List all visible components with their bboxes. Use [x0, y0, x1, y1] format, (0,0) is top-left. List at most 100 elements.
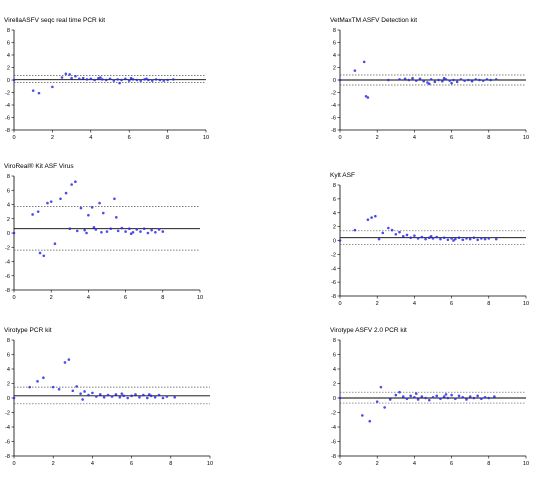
data-point — [110, 395, 114, 398]
data-point — [381, 231, 385, 235]
data-point — [427, 236, 431, 240]
data-point — [135, 78, 139, 82]
y-tick-label: 2 — [7, 66, 10, 72]
data-point — [429, 78, 433, 81]
data-point — [95, 395, 98, 398]
data-point — [94, 228, 98, 231]
data-point — [435, 235, 439, 239]
data-point — [100, 230, 103, 234]
data-point — [131, 78, 135, 81]
data-point — [470, 79, 474, 83]
data-point — [150, 79, 154, 82]
data-point — [101, 78, 104, 81]
data-point — [474, 78, 478, 81]
data-point — [138, 395, 141, 399]
data-point — [92, 226, 96, 229]
data-point — [64, 72, 68, 76]
data-point — [441, 79, 444, 83]
data-point — [390, 228, 394, 232]
data-point — [444, 78, 448, 81]
data-point — [411, 76, 414, 80]
y-tick-label: 4 — [333, 211, 336, 217]
data-point — [162, 79, 166, 82]
data-point — [87, 393, 90, 397]
x-tick-label: 4 — [87, 295, 90, 301]
data-point — [476, 238, 479, 242]
data-point — [493, 395, 496, 398]
data-point — [81, 76, 85, 80]
data-point — [472, 236, 476, 240]
data-point — [101, 211, 105, 215]
x-tick-label: 6 — [450, 301, 453, 307]
y-tick-label: 4 — [7, 53, 10, 59]
data-point — [36, 380, 39, 383]
data-point — [379, 385, 383, 389]
data-point — [129, 232, 133, 236]
data-point — [154, 230, 157, 234]
data-point — [128, 227, 131, 231]
data-point — [418, 77, 422, 81]
data-point — [31, 213, 34, 216]
chart-panel-1: VetMaxTM ASFV Detection kit -8 -6 -4 -2 0 2 4 6 8… — [330, 17, 529, 141]
data-point — [483, 237, 487, 241]
x-tick-label: 10 — [523, 135, 529, 141]
data-point — [478, 78, 481, 82]
data-point — [42, 376, 45, 379]
data-point — [361, 414, 364, 417]
data-point — [98, 201, 101, 205]
y-tick-label: 6 — [333, 197, 336, 203]
x-tick-label: 0 — [338, 301, 341, 307]
y-tick-label: -4 — [5, 103, 10, 109]
x-tick-label: 4 — [413, 135, 416, 141]
data-point — [446, 396, 450, 400]
data-point — [146, 231, 150, 235]
data-point — [131, 230, 135, 234]
data-point — [79, 392, 82, 395]
chart-title: VetMaxTM ASFV Detection kit — [330, 17, 417, 24]
data-point — [375, 400, 379, 403]
data-point — [53, 242, 57, 245]
x-tick-label: 0 — [338, 135, 341, 141]
data-point — [129, 76, 133, 80]
y-tick-label: -8 — [331, 128, 336, 134]
y-tick-label: -2 — [331, 252, 336, 258]
data-point — [420, 235, 424, 239]
y-tick-label: 4 — [7, 367, 10, 373]
y-tick-label: 0 — [333, 396, 336, 402]
data-point — [105, 230, 109, 233]
data-point — [383, 406, 386, 409]
data-point — [416, 237, 420, 240]
y-tick-label: 8 — [7, 338, 10, 344]
data-point — [455, 80, 459, 84]
data-point — [427, 82, 431, 86]
y-tick-label: -2 — [5, 91, 10, 97]
y-tick-label: -4 — [5, 425, 10, 431]
data-point — [450, 81, 453, 85]
data-point — [51, 85, 54, 89]
data-point — [68, 227, 72, 231]
y-tick-label: -2 — [331, 91, 336, 97]
data-point — [338, 396, 342, 400]
x-tick-label: 2 — [376, 461, 379, 467]
data-point — [147, 78, 150, 82]
x-tick-label: 10 — [523, 461, 529, 467]
x-tick-label: 10 — [523, 301, 529, 307]
data-point — [422, 79, 425, 83]
x-tick-label: 6 — [450, 135, 453, 141]
data-point — [142, 227, 146, 231]
data-point — [481, 79, 485, 82]
data-point — [424, 396, 427, 400]
data-point — [124, 77, 127, 81]
data-point — [89, 77, 93, 81]
data-point — [353, 228, 357, 232]
data-point — [59, 197, 62, 201]
data-point — [135, 228, 139, 231]
y-tick-label: 0 — [333, 239, 336, 245]
data-point — [74, 74, 77, 78]
y-tick-label: 8 — [333, 183, 336, 189]
data-point — [446, 238, 450, 242]
data-point — [12, 396, 16, 400]
data-point — [439, 397, 442, 401]
data-point — [145, 77, 148, 81]
y-tick-label: -8 — [331, 454, 336, 460]
